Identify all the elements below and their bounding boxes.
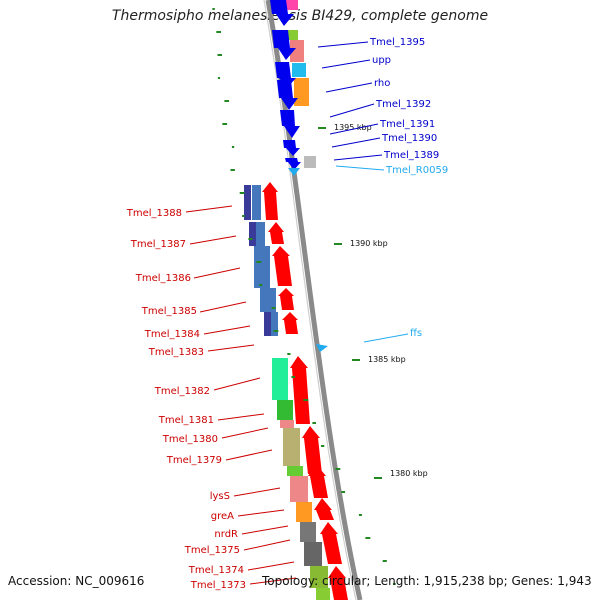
gc-tick bbox=[321, 445, 325, 447]
gene-label: greA bbox=[211, 511, 234, 522]
rna-arrow bbox=[288, 168, 300, 176]
gene-label: Tmel_1380 bbox=[162, 434, 218, 445]
gene-label: Tmel_1388 bbox=[126, 208, 182, 219]
gene-label: Tmel_1392 bbox=[375, 99, 431, 110]
gc-tick bbox=[365, 537, 371, 539]
forward-gene-arrow bbox=[283, 140, 300, 156]
gc-tick bbox=[230, 169, 235, 171]
gc-content-track bbox=[212, 8, 396, 585]
rna-gene-labels: Tmel_R0059 ffs bbox=[385, 165, 448, 339]
gene-label: Tmel_1382 bbox=[154, 386, 210, 397]
map-title: Thermosipho melanesiensis BI429, complet… bbox=[111, 8, 489, 24]
top-gene-block-green bbox=[288, 30, 298, 40]
reverse-gene-arrow bbox=[268, 222, 284, 244]
gene-label: Tmel_1395 bbox=[369, 37, 425, 48]
gc-tick bbox=[287, 353, 291, 355]
gene-label: Tmel_1390 bbox=[381, 133, 437, 144]
gene-label: upp bbox=[372, 55, 391, 66]
gc-tick bbox=[312, 422, 316, 424]
gene-label: Tmel_1373 bbox=[190, 580, 246, 591]
gc-tick bbox=[382, 560, 387, 562]
kbp-mark: 1395 kbp bbox=[334, 123, 372, 132]
gc-tick bbox=[216, 31, 221, 33]
gc-tick bbox=[271, 307, 276, 309]
gc-tick bbox=[248, 238, 253, 240]
gene-label: lysS bbox=[210, 491, 230, 502]
cog-block-orange bbox=[294, 78, 309, 106]
reverse-gene-arrow bbox=[290, 356, 310, 424]
kbp-mark: 1380 kbp bbox=[390, 469, 428, 478]
reverse-gene-arrow bbox=[302, 426, 322, 474]
reverse-gene-arrow bbox=[262, 182, 278, 220]
gc-tick bbox=[335, 468, 341, 470]
gene-label: Tmel_R0059 bbox=[385, 165, 448, 176]
forward-gene-arrows bbox=[270, 0, 301, 170]
gc-tick bbox=[341, 491, 346, 493]
gc-tick bbox=[393, 583, 396, 585]
forward-gene-labels: Tmel_1395 upp rho Tmel_1392 Tmel_1391 Tm… bbox=[369, 37, 439, 161]
gene-label: Tmel_1383 bbox=[148, 347, 204, 358]
gene-label: Tmel_1374 bbox=[188, 565, 244, 576]
reverse-gene-arrows bbox=[262, 182, 348, 600]
cog-block-salmon bbox=[290, 40, 304, 62]
genome-backbone-inner bbox=[263, 0, 357, 600]
gene-label: Tmel_1375 bbox=[184, 545, 240, 556]
gc-tick bbox=[212, 8, 215, 10]
reverse-gene-arrow bbox=[272, 246, 292, 286]
gc-tick bbox=[256, 261, 262, 263]
gc-tick bbox=[273, 330, 279, 332]
forward-gene-arrow bbox=[277, 80, 298, 110]
gene-label: Tmel_1389 bbox=[383, 150, 439, 161]
reverse-gene-labels: Tmel_1388 Tmel_1387 Tmel_1386 Tmel_1385 … bbox=[126, 208, 246, 591]
gene-label: Tmel_1385 bbox=[141, 306, 197, 317]
rna-label-line bbox=[363, 333, 409, 343]
forward-gene-arrow bbox=[272, 30, 296, 60]
rna-label-line bbox=[335, 165, 385, 171]
cog-block-gray bbox=[304, 156, 316, 168]
gc-tick bbox=[217, 77, 220, 79]
forward-gene-arrow bbox=[285, 158, 301, 170]
gene-label: Tmel_1384 bbox=[144, 329, 200, 340]
accession-label: Accession: NC_009616 bbox=[8, 574, 145, 588]
gene-label: Tmel_1381 bbox=[158, 415, 214, 426]
gc-tick bbox=[303, 399, 309, 401]
kbp-mark: 1385 kbp bbox=[368, 355, 406, 364]
cog-block-cyan bbox=[292, 63, 306, 77]
reverse-gene-arrow bbox=[282, 312, 298, 334]
reverse-gene-arrow bbox=[314, 498, 334, 520]
gene-label: Tmel_1386 bbox=[135, 273, 191, 284]
gc-tick bbox=[242, 215, 245, 217]
reverse-gene-arrow bbox=[278, 288, 294, 310]
gene-label: nrdR bbox=[214, 529, 238, 540]
kbp-ticks bbox=[318, 127, 382, 479]
forward-label-lines bbox=[317, 41, 383, 161]
cog-track bbox=[244, 185, 330, 600]
gene-label: Tmel_1387 bbox=[130, 239, 186, 250]
forward-gene-arrow bbox=[280, 110, 300, 138]
gc-tick bbox=[358, 514, 362, 516]
gc-tick bbox=[231, 146, 235, 148]
kbp-mark: 1390 kbp bbox=[350, 239, 388, 248]
top-gene-block-pink bbox=[284, 0, 298, 10]
reverse-gene-arrow bbox=[328, 566, 348, 600]
gene-label: Tmel_1391 bbox=[379, 119, 435, 130]
gene-label: Tmel_1379 bbox=[166, 455, 222, 466]
gc-tick bbox=[239, 192, 245, 194]
gc-tick bbox=[259, 284, 263, 286]
forward-gene-arrow bbox=[270, 0, 294, 26]
reverse-gene-arrow bbox=[320, 522, 342, 564]
reverse-label-lines bbox=[185, 205, 297, 585]
gc-tick bbox=[291, 376, 295, 378]
rna-arrow bbox=[316, 344, 328, 352]
gene-label: ffs bbox=[410, 328, 422, 339]
reverse-gene-arrow bbox=[308, 464, 328, 498]
gene-label: rho bbox=[374, 78, 390, 89]
gc-tick bbox=[224, 100, 229, 102]
topology-summary: Topology: circular; Length: 1,915,238 bp… bbox=[262, 574, 592, 588]
gc-tick bbox=[217, 54, 222, 56]
gc-tick bbox=[222, 123, 228, 125]
